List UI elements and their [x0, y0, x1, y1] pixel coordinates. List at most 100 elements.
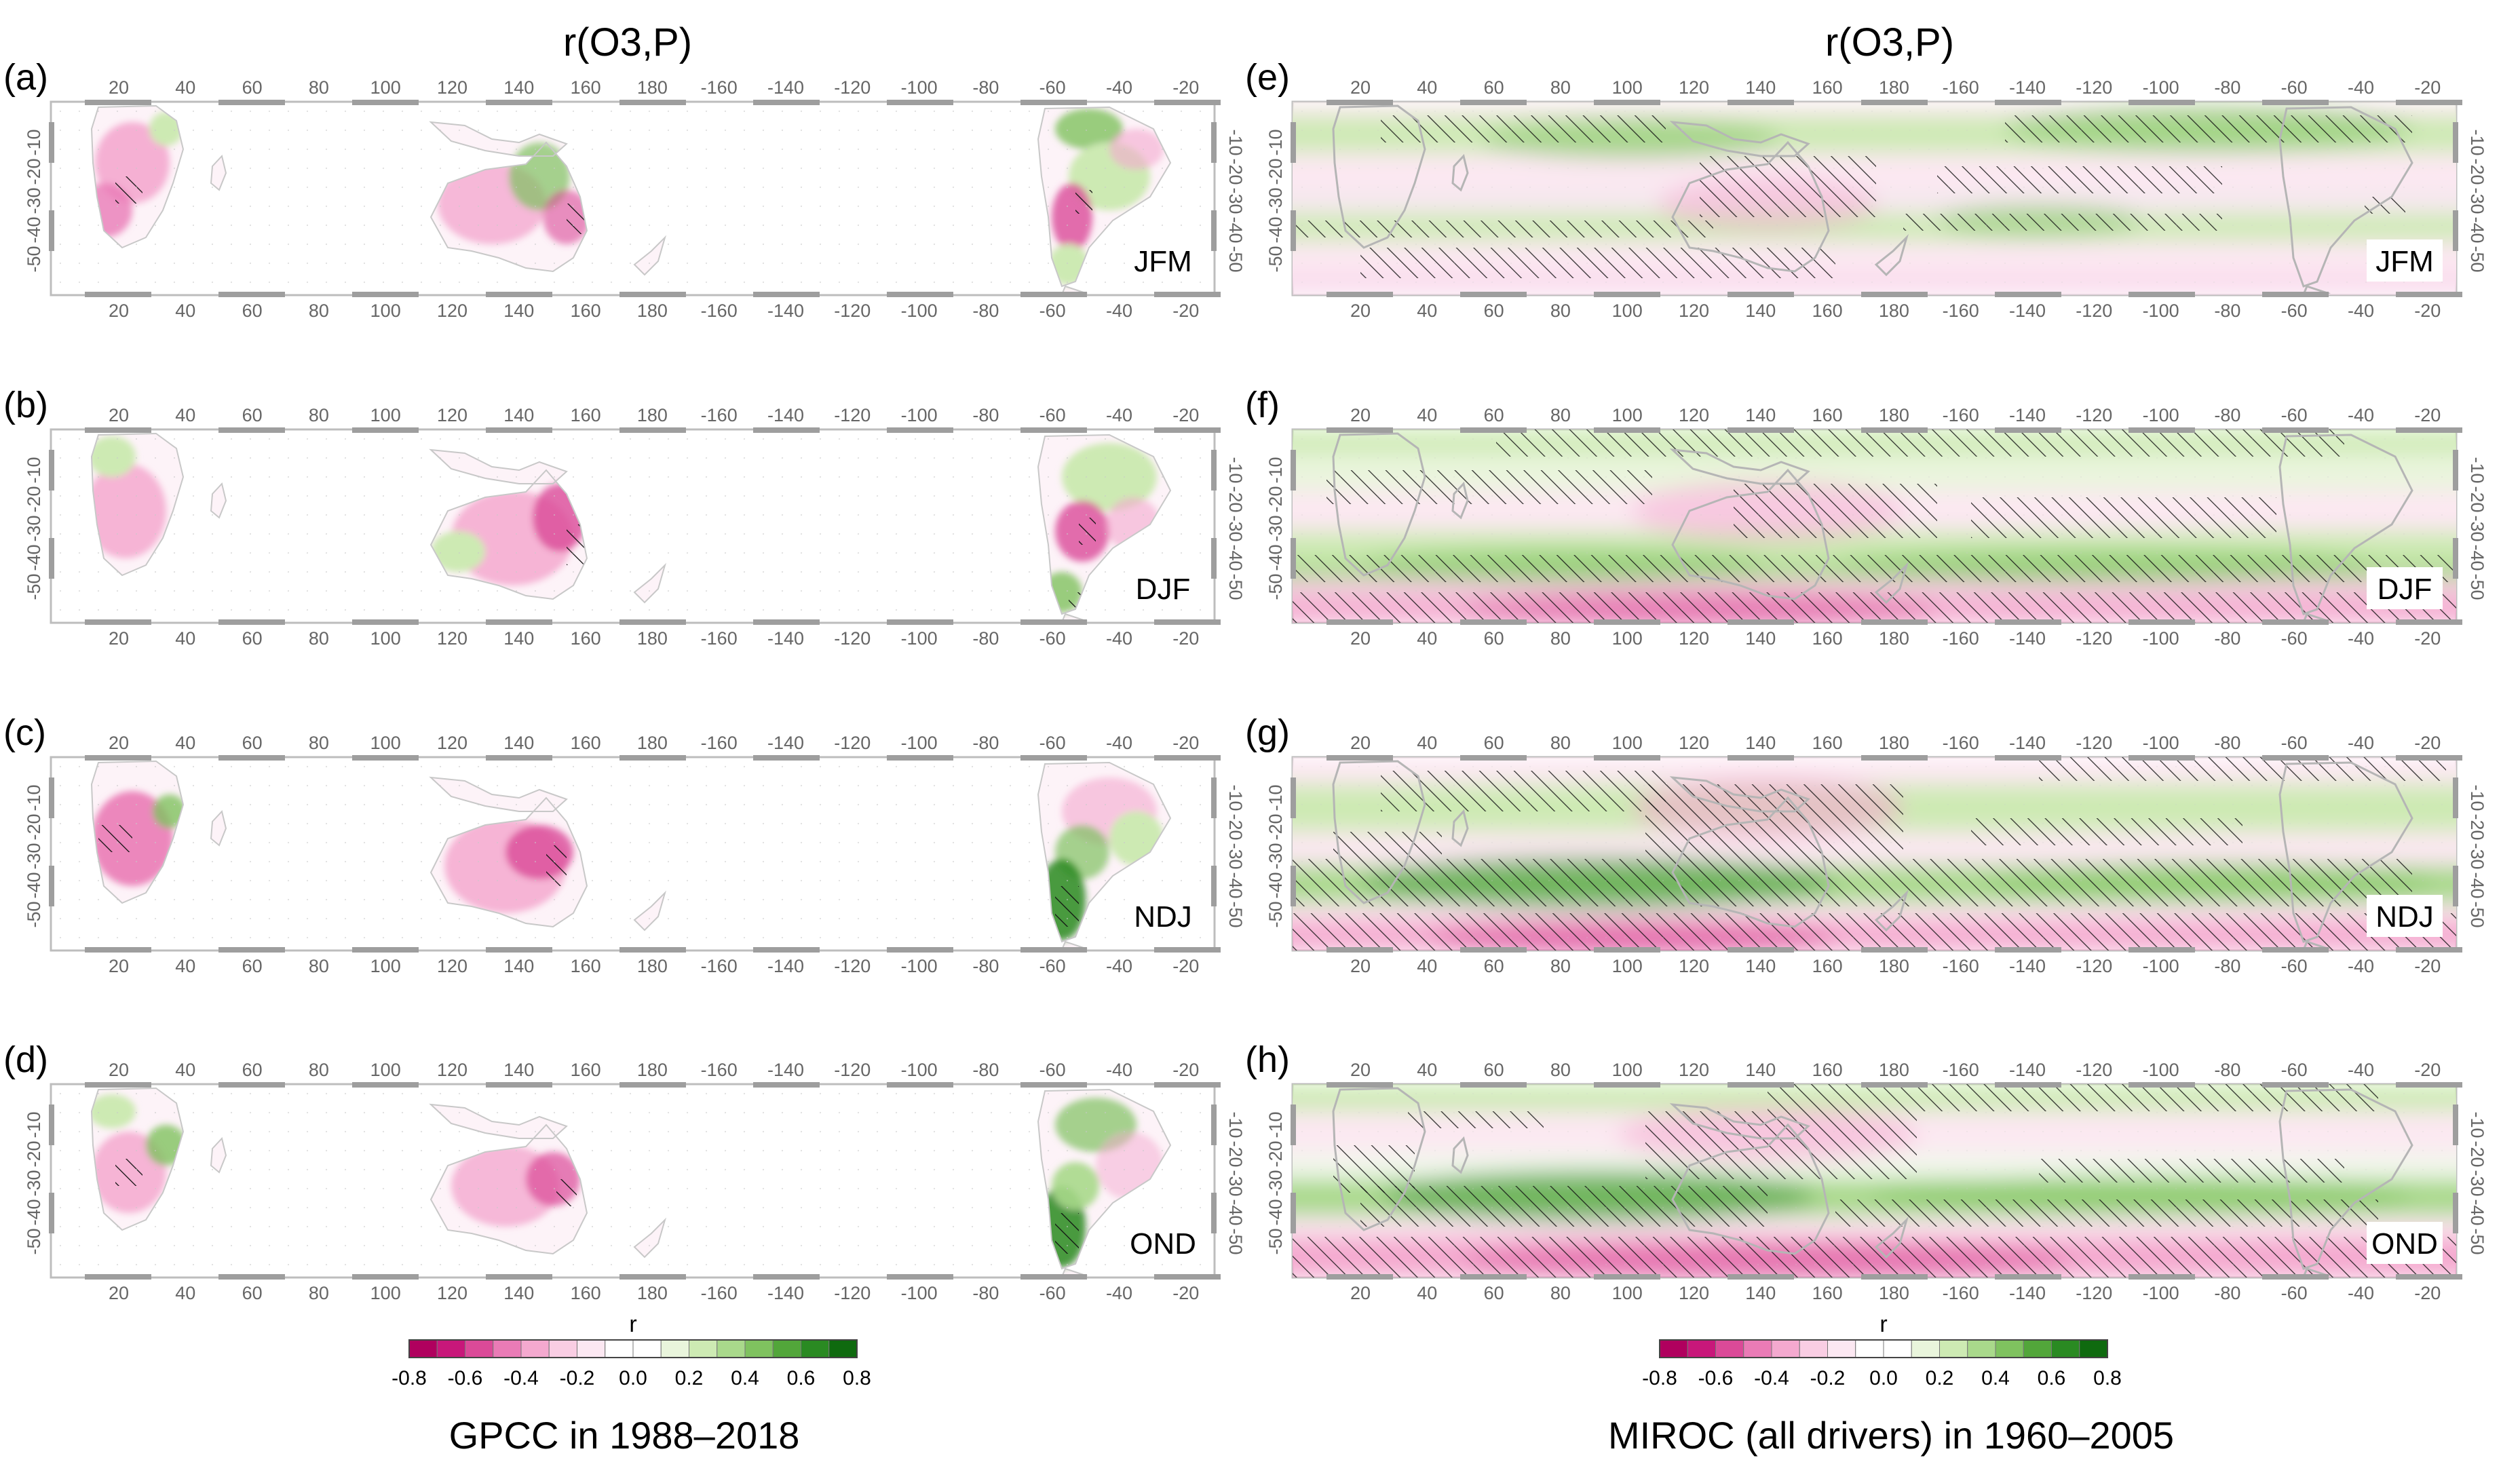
x-tick-label-top: 160 — [1812, 733, 1843, 753]
x-tick-label-top: 140 — [503, 733, 534, 753]
y-tick-label-left: -30 — [1265, 515, 1286, 541]
x-tick-label-bottom: 120 — [437, 628, 467, 649]
x-tick-label-bottom: 60 — [242, 628, 263, 649]
colorbar-tick-label: 0.6 — [787, 1367, 816, 1389]
x-tick-label-bottom: 20 — [109, 1283, 129, 1303]
y-tick-label-right: -30 — [2467, 1170, 2487, 1196]
x-tick-label-top: 160 — [1812, 1060, 1843, 1080]
x-tick-label-bottom: 140 — [1745, 628, 1776, 649]
x-tick-label-top: -140 — [767, 1060, 804, 1080]
y-tick-label-right: -50 — [2467, 901, 2487, 927]
y-tick-label-right: -20 — [2467, 486, 2487, 512]
x-tick-label-top: -20 — [2414, 77, 2441, 98]
x-tick-label-top: 100 — [1612, 77, 1643, 98]
x-tick-label-bottom: -100 — [901, 1283, 938, 1303]
x-tick-label-bottom: -120 — [834, 1283, 871, 1303]
season-label: OND — [1130, 1227, 1196, 1261]
x-tick-label-bottom: -40 — [2348, 628, 2374, 649]
y-tick-label-left: -50 — [1265, 901, 1286, 927]
x-tick-label-bottom: 40 — [175, 956, 195, 976]
colorbar-tick-label: -0.6 — [1698, 1367, 1734, 1389]
colorbar-cell — [1659, 1339, 1688, 1358]
colorbar-cell — [1883, 1339, 1912, 1358]
y-tick-label-left: -40 — [24, 544, 44, 571]
x-tick-label-top: -140 — [767, 77, 804, 98]
x-tick-label-bottom: 60 — [1484, 301, 1504, 321]
y-tick-label-left: -10 — [1265, 457, 1286, 483]
y-tick-label-left: -40 — [24, 872, 44, 898]
season-label: NDJ — [1134, 900, 1192, 934]
panel-label: (d) — [3, 1039, 48, 1080]
colorbar-tick-label: 0.2 — [1926, 1367, 1954, 1389]
x-tick-label-bottom: 140 — [1745, 956, 1776, 976]
x-tick-label-top: -60 — [2281, 733, 2308, 753]
colorbar-cell — [2079, 1339, 2108, 1358]
season-box — [2367, 1222, 2443, 1264]
x-tick-label-bottom: 180 — [637, 956, 668, 976]
y-tick-label-right: -20 — [2467, 158, 2487, 185]
x-tick-label-top: -120 — [834, 1060, 871, 1080]
x-tick-label-bottom: -100 — [2143, 956, 2179, 976]
x-tick-label-bottom: -40 — [2348, 956, 2374, 976]
y-tick-label-right: -10 — [2467, 1111, 2487, 1138]
x-tick-label-top: 120 — [437, 405, 467, 425]
x-tick-label-bottom: 60 — [1484, 956, 1504, 976]
colorbar-cell — [408, 1339, 438, 1358]
colorbar-cell — [465, 1339, 494, 1358]
x-tick-label-top: 20 — [1350, 77, 1371, 98]
x-tick-label-top: 180 — [1879, 733, 1909, 753]
y-tick-label-right: -10 — [2467, 129, 2487, 155]
x-tick-label-bottom: 160 — [571, 956, 601, 976]
x-tick-label-top: -40 — [1106, 733, 1132, 753]
map-panels: (a) 20 20 40 40 60 60 80 80 100 100 120 120 140 140 160… — [3, 57, 2487, 1303]
x-tick-label-top: 140 — [503, 1060, 534, 1080]
map-border-ticks — [1291, 100, 2462, 297]
y-tick-label-right: -40 — [2467, 872, 2487, 898]
y-tick-label-left: -10 — [1265, 129, 1286, 155]
y-tick-label-right: -20 — [2467, 813, 2487, 840]
colorbar-tick-label: -0.6 — [448, 1367, 483, 1389]
x-tick-label-top: 180 — [637, 405, 668, 425]
colorbar-tick-label: 0.2 — [675, 1367, 704, 1389]
season-box — [1125, 239, 1201, 282]
panel-label: (g) — [1245, 712, 1290, 753]
x-tick-label-top: -80 — [2214, 77, 2240, 98]
x-tick-label-bottom: -120 — [2076, 1283, 2112, 1303]
x-tick-label-top: -160 — [1943, 405, 1979, 425]
season-box — [1125, 895, 1201, 937]
x-tick-label-top: 120 — [437, 733, 467, 753]
x-tick-label-top: -80 — [2214, 733, 2240, 753]
x-tick-label-top: -140 — [767, 405, 804, 425]
y-tick-label-left: -20 — [24, 813, 44, 840]
x-tick-label-top: -120 — [834, 733, 871, 753]
x-tick-label-top: 40 — [175, 77, 195, 98]
season-box — [2367, 567, 2443, 609]
y-tick-label-right: -40 — [2467, 544, 2487, 571]
colorbar-cell — [577, 1339, 606, 1358]
x-tick-label-bottom: -100 — [901, 301, 938, 321]
x-tick-label-bottom: 180 — [1879, 1283, 1909, 1303]
x-tick-label-top: -80 — [2214, 1060, 2240, 1080]
x-tick-label-bottom: -20 — [1172, 956, 1199, 976]
x-tick-label-bottom: 140 — [503, 301, 534, 321]
x-tick-label-top: -60 — [2281, 1060, 2308, 1080]
x-tick-label-top: 180 — [637, 733, 668, 753]
y-tick-label-right: -20 — [1225, 813, 1246, 840]
x-tick-label-top: -100 — [2143, 1060, 2179, 1080]
y-tick-label-left: -50 — [24, 901, 44, 927]
x-tick-label-bottom: 60 — [242, 956, 263, 976]
x-tick-label-bottom: 60 — [1484, 628, 1504, 649]
x-tick-label-bottom: 80 — [309, 301, 329, 321]
x-tick-label-bottom: 120 — [437, 1283, 467, 1303]
x-tick-label-top: -120 — [2076, 733, 2112, 753]
y-tick-label-right: -20 — [1225, 1140, 1246, 1167]
x-tick-label-top: -40 — [1106, 405, 1132, 425]
x-tick-label-bottom: 140 — [503, 956, 534, 976]
x-tick-label-top: -40 — [2348, 1060, 2374, 1080]
x-tick-label-top: 80 — [309, 405, 329, 425]
map-panel-b: (b) 20 20 40 40 60 60 80 80 100 100 120 120 140 140 160… — [3, 385, 1246, 649]
colorbar-tick-label: 0.0 — [1869, 1367, 1898, 1389]
colorbar-cell — [493, 1339, 522, 1358]
x-tick-label-top: -100 — [901, 1060, 938, 1080]
x-tick-label-top: -60 — [1039, 733, 1066, 753]
